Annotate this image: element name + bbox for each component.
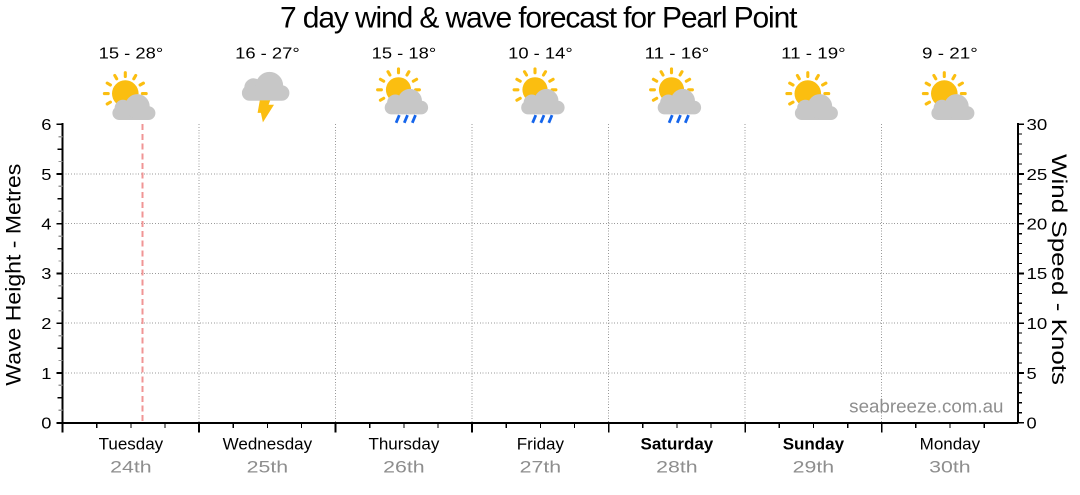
svg-text:26th: 26th bbox=[383, 458, 425, 477]
svg-text:16 - 27°: 16 - 27° bbox=[235, 45, 300, 62]
svg-text:5: 5 bbox=[41, 167, 51, 184]
svg-text:Wind Speed - Knots: Wind Speed - Knots bbox=[1047, 154, 1071, 385]
svg-text:28th: 28th bbox=[656, 458, 698, 477]
svg-text:11 - 16°: 11 - 16° bbox=[645, 45, 710, 62]
svg-text:15: 15 bbox=[1027, 266, 1048, 283]
svg-text:10 - 14°: 10 - 14° bbox=[508, 45, 573, 62]
svg-text:Wave Height - Metres: Wave Height - Metres bbox=[2, 164, 26, 386]
svg-text:Wednesday: Wednesday bbox=[223, 434, 313, 453]
svg-text:25: 25 bbox=[1027, 167, 1048, 184]
svg-text:Saturday: Saturday bbox=[641, 434, 714, 453]
svg-text:25th: 25th bbox=[247, 458, 289, 477]
svg-text:5: 5 bbox=[1027, 366, 1037, 383]
svg-text:seabreeze.com.au: seabreeze.com.au bbox=[849, 397, 1003, 417]
svg-text:30th: 30th bbox=[929, 458, 971, 477]
svg-text:29th: 29th bbox=[793, 458, 835, 477]
svg-text:15 - 18°: 15 - 18° bbox=[372, 45, 437, 62]
svg-text:0: 0 bbox=[41, 416, 51, 433]
svg-text:10: 10 bbox=[1027, 316, 1048, 333]
svg-text:4: 4 bbox=[41, 217, 51, 234]
svg-text:24th: 24th bbox=[110, 458, 152, 477]
svg-text:27th: 27th bbox=[520, 458, 562, 477]
svg-text:Sunday: Sunday bbox=[783, 434, 845, 453]
svg-text:Tuesday: Tuesday bbox=[99, 434, 164, 453]
svg-text:30: 30 bbox=[1027, 117, 1048, 134]
svg-text:1: 1 bbox=[41, 366, 51, 383]
svg-text:Monday: Monday bbox=[920, 434, 981, 453]
svg-text:15 - 28°: 15 - 28° bbox=[99, 45, 164, 62]
svg-text:7 day wind & wave forecast for: 7 day wind & wave forecast for Pearl Poi… bbox=[280, 2, 798, 35]
svg-text:6: 6 bbox=[41, 117, 51, 134]
svg-text:2: 2 bbox=[41, 316, 51, 333]
svg-text:Thursday: Thursday bbox=[368, 434, 439, 453]
svg-text:Friday: Friday bbox=[517, 434, 565, 453]
svg-text:20: 20 bbox=[1027, 217, 1048, 234]
svg-text:0: 0 bbox=[1027, 416, 1037, 433]
svg-text:11 - 19°: 11 - 19° bbox=[781, 45, 846, 62]
svg-text:3: 3 bbox=[41, 266, 51, 283]
svg-text:9 - 21°: 9 - 21° bbox=[922, 45, 978, 62]
